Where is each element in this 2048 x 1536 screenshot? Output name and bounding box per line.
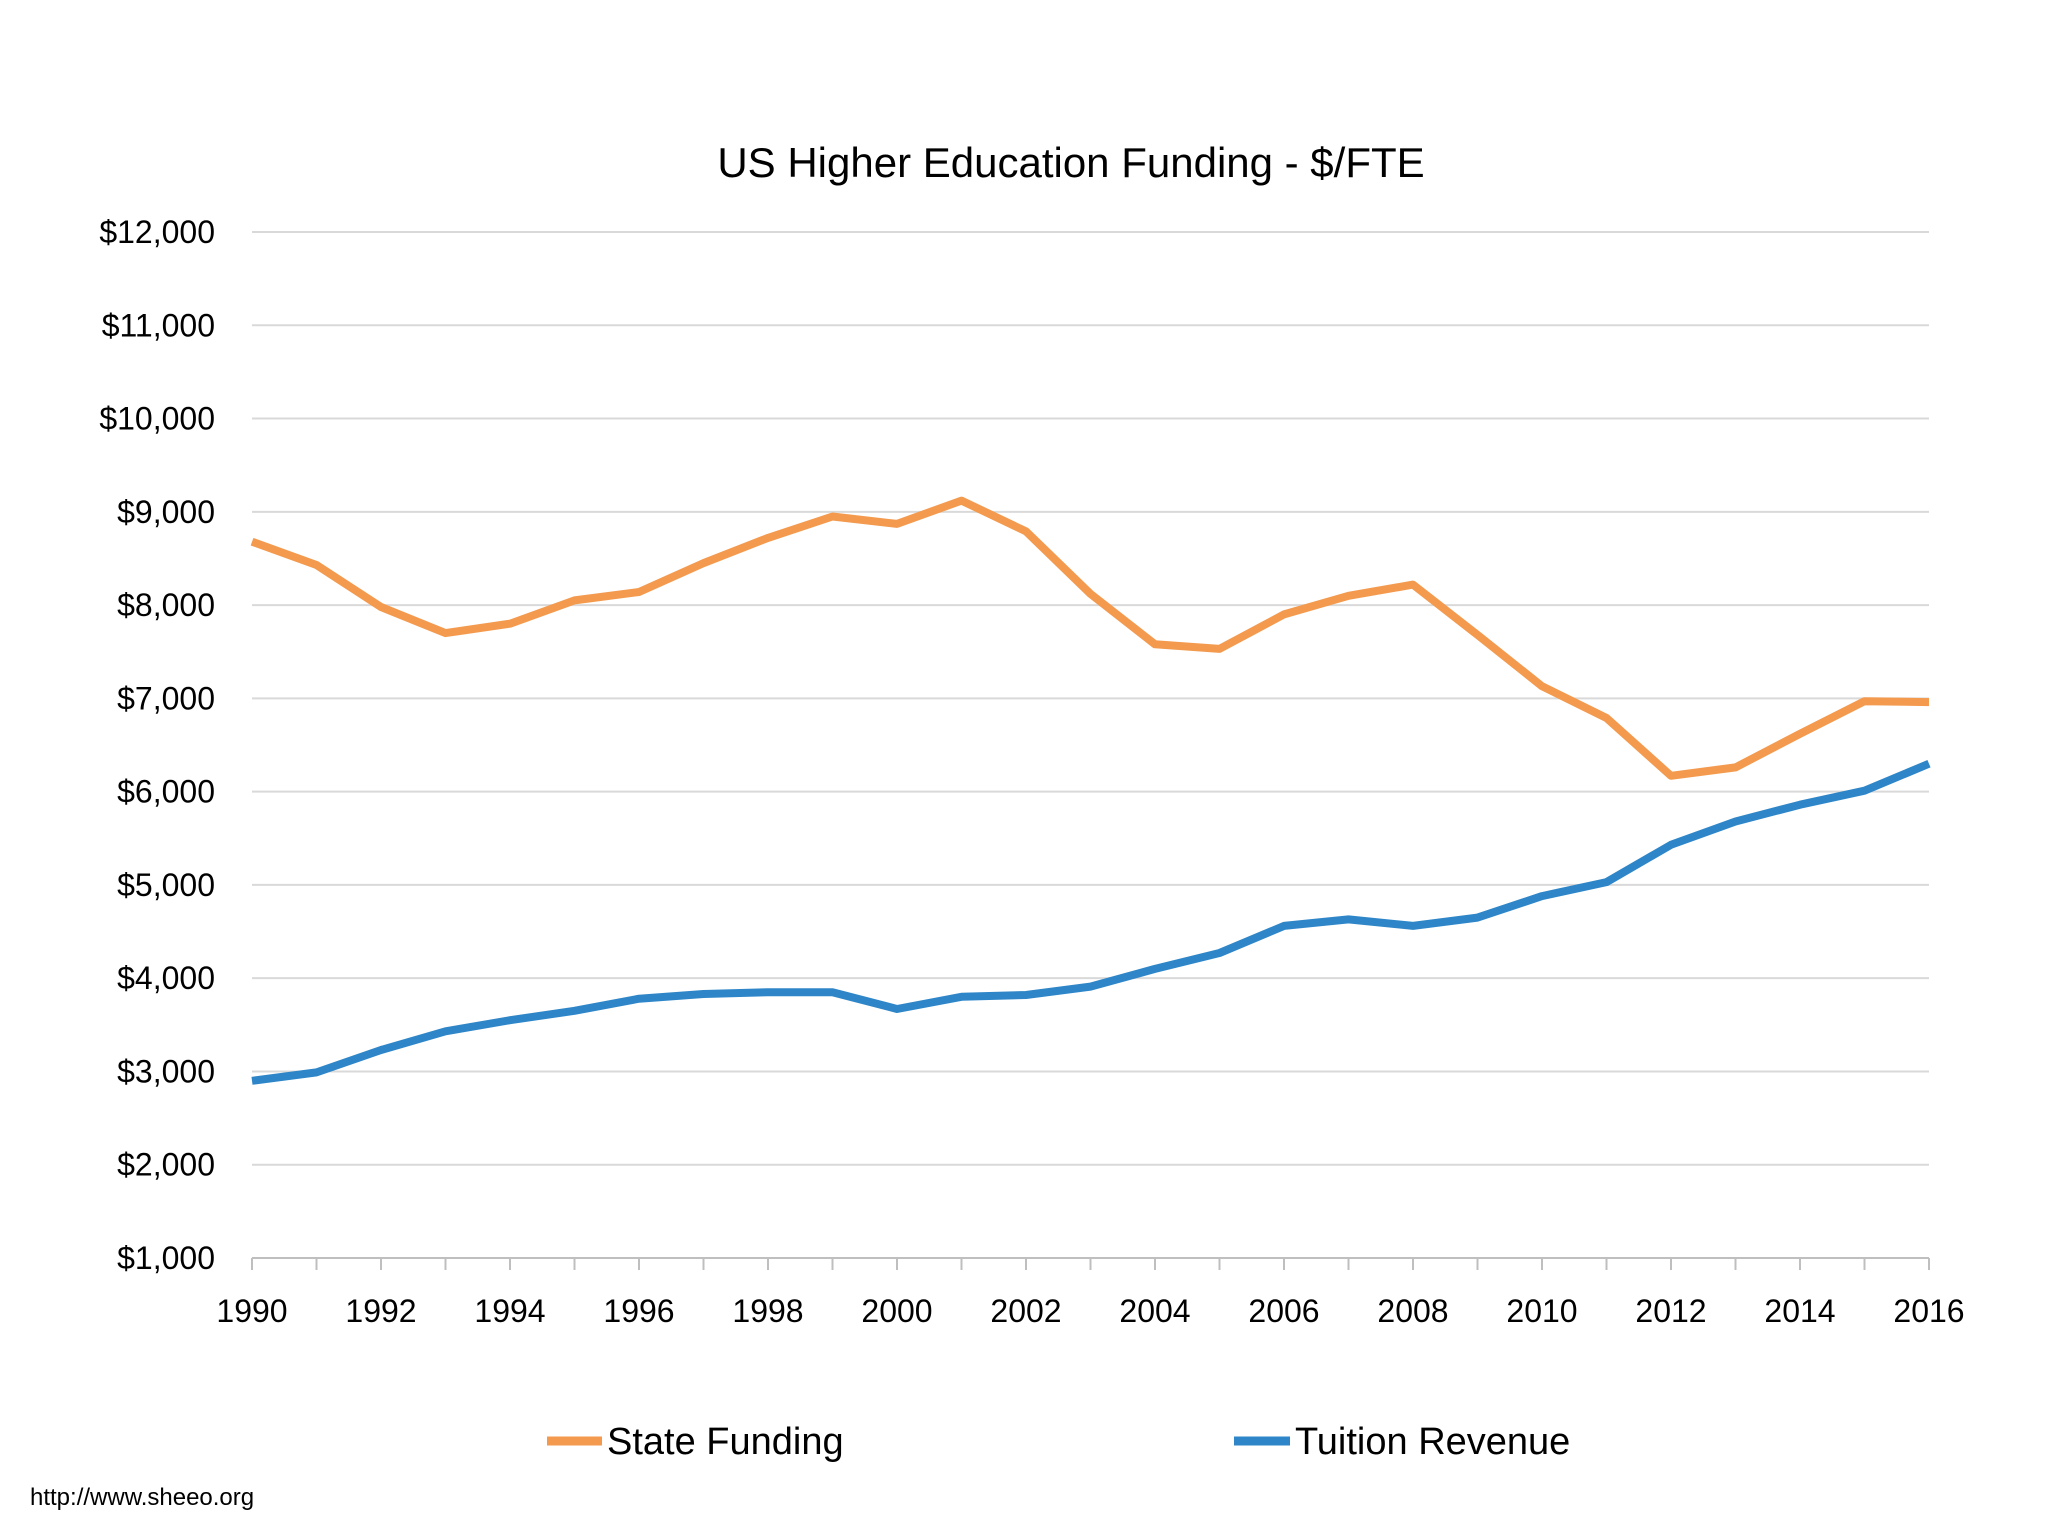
y-tick-label: $8,000 [117, 587, 215, 623]
x-tick-label: 2016 [1893, 1293, 1964, 1329]
y-tick-label: $1,000 [117, 1240, 215, 1276]
x-tick-label: 2014 [1764, 1293, 1835, 1329]
legend: State Funding Tuition Revenue [547, 1421, 1570, 1463]
x-tick-label: 2006 [1248, 1293, 1319, 1329]
y-tick-label: $5,000 [117, 867, 215, 903]
x-tick-label: 2008 [1377, 1293, 1448, 1329]
x-tick-label: 2000 [861, 1293, 932, 1329]
x-tick-label: 1996 [603, 1293, 674, 1329]
x-tick-label: 1990 [216, 1293, 287, 1329]
y-tick-label: $6,000 [117, 774, 215, 810]
x-axis-tick-labels: 1990 1992 1994 1996 1998 2000 2002 2004 2006 2008… [216, 1293, 1964, 1329]
x-axis [251, 1257, 1930, 1270]
y-tick-label: $7,000 [117, 680, 215, 716]
source-link[interactable]: http://www.sheeo.org [30, 1484, 254, 1511]
y-tick-label: $4,000 [117, 960, 215, 996]
series-line-tuition-revenue [251, 760, 1931, 1085]
x-tick-label: 2002 [990, 1293, 1061, 1329]
series-lines [250, 496, 1931, 1085]
series-line-state-funding [250, 496, 1930, 780]
x-tick-label: 2012 [1635, 1293, 1706, 1329]
x-tick-label: 1998 [732, 1293, 803, 1329]
y-tick-label: $10,000 [99, 401, 215, 437]
gridlines [252, 231, 1929, 1166]
legend-label-state-funding: State Funding [607, 1421, 844, 1463]
chart-title: US Higher Education Funding - $/FTE [717, 139, 1424, 186]
y-axis-tick-labels: $1,000 $2,000 $3,000 $4,000 $5,000 $6,000 $7,0… [99, 214, 215, 1276]
x-tick-label: 2010 [1506, 1293, 1577, 1329]
y-tick-label: $2,000 [117, 1147, 215, 1183]
x-tick-label: 1992 [345, 1293, 416, 1329]
y-tick-label: $12,000 [99, 214, 215, 250]
y-tick-label: $3,000 [117, 1053, 215, 1089]
y-tick-label: $11,000 [102, 307, 215, 343]
y-tick-label: $9,000 [117, 494, 215, 530]
x-tick-label: 2004 [1119, 1293, 1190, 1329]
legend-label-tuition-revenue: Tuition Revenue [1295, 1421, 1570, 1463]
x-tick-label: 1994 [474, 1293, 545, 1329]
